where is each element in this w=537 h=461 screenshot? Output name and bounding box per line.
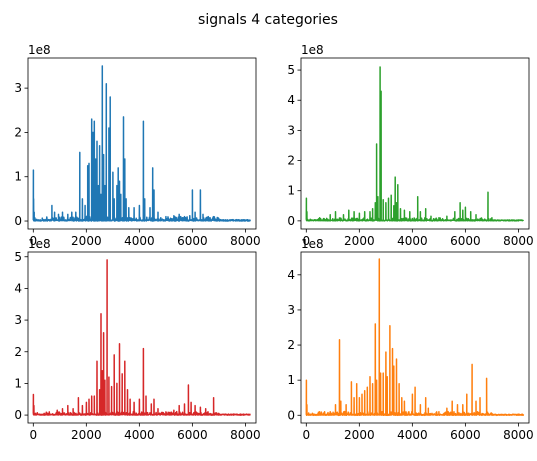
x-tick-label: 6000 (177, 428, 208, 442)
x-tick-label: 4000 (397, 234, 428, 248)
x-tick-label: 0 (302, 234, 310, 248)
x-tick-label: 2000 (344, 428, 375, 442)
x-tick-label: 2000 (71, 428, 102, 442)
subplot-bottom-right: 0 2000 4000 6000 8000 0 1 2 3 4 1e8 (287, 237, 533, 442)
y-tick-label: 0 (14, 214, 22, 228)
y-tick-label: 1 (287, 373, 295, 387)
subplot-top-right: 0 2000 4000 6000 8000 0 1 2 3 4 5 1e8 (287, 43, 533, 248)
axes-frame (300, 57, 530, 230)
x-tick-label: 4000 (124, 428, 155, 442)
x-tick-label: 8000 (503, 428, 534, 442)
axes-frame (27, 251, 257, 424)
x-tick-label: 2000 (344, 234, 375, 248)
signal-line (32, 259, 251, 416)
y-tick-label: 5 (14, 250, 22, 264)
y-tick-label: 0 (14, 408, 22, 422)
x-tick-label: 0 (302, 428, 310, 442)
x-tick-label: 8000 (230, 428, 261, 442)
x-tick-label: 4000 (397, 428, 428, 442)
y-tick-label: 2 (14, 345, 22, 359)
y-tick-label: 0 (287, 408, 295, 422)
y-tick-label: 4 (14, 281, 22, 295)
y-offset-label: 1e8 (301, 43, 324, 57)
x-tick-label: 4000 (124, 234, 155, 248)
y-tick-label: 0 (287, 214, 295, 228)
x-tick-label: 6000 (450, 428, 481, 442)
y-tick-label: 3 (14, 81, 22, 95)
x-tick-label: 6000 (450, 234, 481, 248)
x-tick-label: 6000 (177, 234, 208, 248)
y-tick-label: 4 (287, 268, 295, 282)
signal-line (305, 258, 525, 417)
x-tick-label: 0 (29, 428, 37, 442)
y-offset-label: 1e8 (28, 237, 51, 251)
figure-suptitle: signals 4 categories (198, 12, 338, 28)
x-tick-label: 8000 (503, 234, 534, 248)
y-offset-label: 1e8 (28, 43, 51, 57)
y-tick-label: 3 (287, 123, 295, 137)
subplot-top-left: 0 2000 4000 6000 8000 0 1 2 3 1e8 (14, 43, 260, 248)
x-tick-label: 2000 (71, 234, 102, 248)
x-tick-label: 0 (29, 234, 37, 248)
y-tick-label: 2 (14, 125, 22, 139)
y-tick-label: 4 (287, 93, 295, 107)
y-tick-label: 2 (287, 338, 295, 352)
y-tick-label: 3 (14, 313, 22, 327)
y-tick-label: 1 (14, 170, 22, 184)
x-tick-label: 8000 (230, 234, 261, 248)
y-offset-label: 1e8 (301, 237, 324, 251)
axes-frame (300, 251, 530, 424)
signal-line (305, 66, 525, 222)
subplot-bottom-left: 0 2000 4000 6000 8000 0 1 2 3 4 5 1e8 (14, 237, 260, 442)
y-tick-label: 2 (287, 154, 295, 168)
axes-frame (27, 57, 257, 230)
y-tick-label: 1 (14, 376, 22, 390)
signal-line (32, 65, 252, 222)
y-tick-label: 1 (287, 184, 295, 198)
y-tick-label: 5 (287, 63, 295, 77)
y-tick-label: 3 (287, 303, 295, 317)
